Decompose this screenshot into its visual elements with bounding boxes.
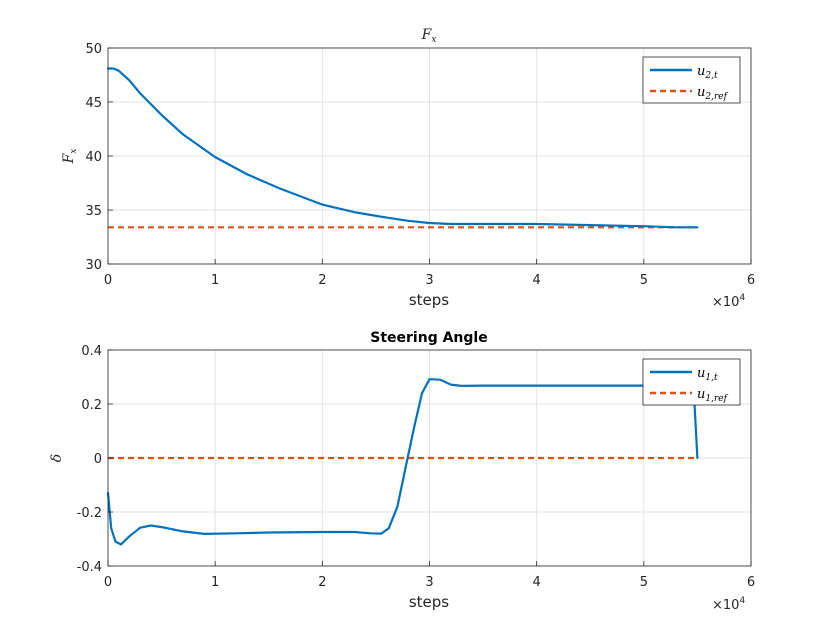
- fx-legend-label-u2t: u2,t: [697, 64, 718, 81]
- steering-ytick-label: 0: [94, 452, 102, 467]
- fx-ytick-label: 35: [85, 204, 102, 219]
- steering-xtick-label: 5: [640, 575, 648, 590]
- fx-ytick-label: 40: [85, 150, 102, 165]
- steering-ytick-label: -0.4: [77, 560, 102, 575]
- fx-series-actual: [106, 67, 699, 229]
- steering-y-axis-label: δ: [49, 454, 65, 462]
- steering-tick-labels: 0 1 2 3 4 5 6 -0.4 -0.2 0 0.2 0.4: [77, 344, 756, 590]
- fx-x-exponent: ×104: [712, 293, 745, 310]
- fx-series-group: [106, 67, 699, 229]
- steering-legend-label-u1t: u1,t: [697, 366, 718, 383]
- steering-legend-label-u1ref: u1,ref: [697, 387, 729, 404]
- steering-series-group: [106, 378, 699, 546]
- steering-x-axis-label: steps: [409, 593, 449, 611]
- fx-xtick-label: 2: [318, 273, 326, 288]
- steering-ytick-label: 0.2: [81, 398, 102, 413]
- steering-series-actual: [106, 378, 699, 546]
- fx-legend[interactable]: u2,t u2,ref: [642, 56, 741, 104]
- fx-legend-label-u2ref: u2,ref: [697, 85, 729, 102]
- steering-legend-box: [642, 358, 741, 406]
- fx-x-axis-label: steps: [409, 291, 449, 309]
- fx-xtick-label: 3: [425, 273, 433, 288]
- steering-x-exponent: ×104: [712, 596, 745, 613]
- fx-xtick-label: 1: [211, 273, 219, 288]
- steering-xtick-label: 2: [318, 575, 326, 590]
- fx-xtick-label: 6: [747, 273, 755, 288]
- steering-plot-title: Steering Angle: [370, 330, 487, 346]
- steering-xtick-label: 4: [533, 575, 541, 590]
- fx-xtick-label: 4: [533, 273, 541, 288]
- steering-xtick-label: 0: [104, 575, 112, 590]
- steering-xtick-label: 1: [211, 575, 219, 590]
- fx-legend-box: [642, 56, 741, 104]
- steering-xtick-label: 3: [425, 575, 433, 590]
- fx-ytick-label: 30: [85, 258, 102, 273]
- fx-xtick-label: 0: [104, 273, 112, 288]
- steering-ytick-label: -0.2: [77, 506, 102, 521]
- fx-ytick-label: 45: [85, 96, 102, 111]
- steering-plot: 0 1 2 3 4 5 6-0.4-0.200.20.4 Steering Angle δ …: [49, 330, 755, 613]
- steering-xtick-label: 6: [747, 575, 755, 590]
- fx-plot-title: Fx: [421, 27, 437, 45]
- fx-xtick-label: 5: [640, 273, 648, 288]
- steering-ytick-label: 0.4: [81, 344, 102, 359]
- fx-y-axis-label: Fx: [61, 149, 79, 165]
- steering-legend[interactable]: u1,t u1,ref: [642, 358, 741, 406]
- fx-ytick-label: 50: [85, 42, 102, 57]
